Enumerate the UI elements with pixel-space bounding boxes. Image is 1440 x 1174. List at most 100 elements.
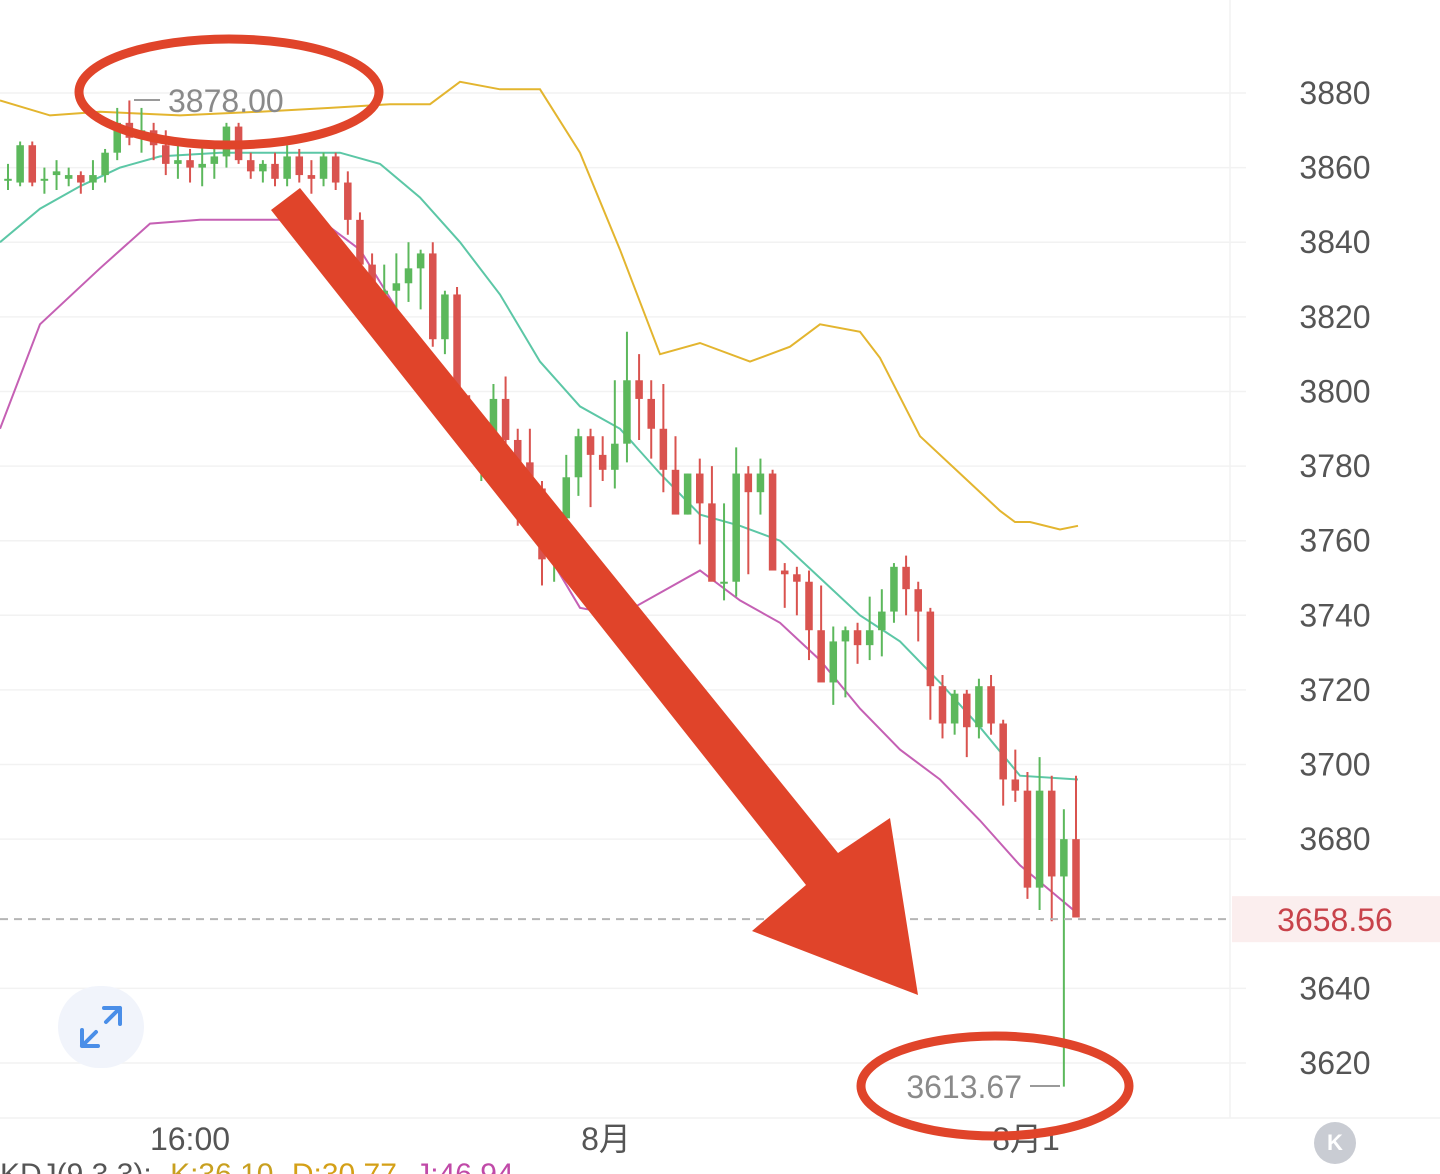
price-tick-label: 3700 xyxy=(1299,747,1370,783)
candle xyxy=(113,107,121,161)
price-tick-label: 3840 xyxy=(1299,224,1370,260)
price-tick-label: 3620 xyxy=(1299,1045,1370,1081)
candle xyxy=(635,354,643,440)
candle xyxy=(647,380,655,459)
time-tick-label: 16:00 xyxy=(150,1121,230,1157)
candle xyxy=(344,171,352,235)
candle xyxy=(4,163,12,190)
candle xyxy=(793,566,801,616)
candle xyxy=(586,428,595,508)
bollinger-bands xyxy=(0,80,1079,915)
price-tick-label: 3680 xyxy=(1299,821,1370,857)
candle xyxy=(829,626,838,705)
candle xyxy=(1047,775,1056,922)
candle xyxy=(914,581,922,642)
candle xyxy=(611,380,619,489)
candle xyxy=(246,152,255,179)
candle xyxy=(780,563,789,608)
candle xyxy=(174,145,182,179)
time-tick-label: 8月 xyxy=(581,1121,631,1157)
candle xyxy=(938,675,947,739)
k-icon: K xyxy=(1327,1130,1343,1155)
candle xyxy=(708,466,716,582)
candle xyxy=(926,607,935,720)
candle xyxy=(865,596,874,661)
bollinger-lower-line xyxy=(0,218,1079,915)
candle xyxy=(902,555,910,616)
kdj-k: K:36.10 xyxy=(170,1158,273,1174)
candle xyxy=(890,563,898,623)
candle xyxy=(963,689,971,758)
candle xyxy=(768,469,777,571)
candle xyxy=(40,167,49,194)
candle xyxy=(950,689,959,735)
bollinger-middle-line xyxy=(0,151,1079,781)
candle xyxy=(720,503,728,601)
candle xyxy=(841,626,850,698)
candle xyxy=(671,436,680,515)
candle xyxy=(198,145,206,187)
kdj-d: D:30.77 xyxy=(292,1158,397,1174)
candle xyxy=(817,585,825,683)
candle xyxy=(283,145,291,187)
grid-lines xyxy=(0,0,1440,1119)
candle xyxy=(28,141,37,187)
candle xyxy=(659,384,668,493)
price-tick-label: 3760 xyxy=(1299,523,1370,559)
candle xyxy=(1035,757,1044,911)
price-tick-label: 3820 xyxy=(1299,299,1370,335)
candle xyxy=(683,473,692,515)
candle xyxy=(878,589,886,657)
kdj-j: J:46.94 xyxy=(415,1158,513,1174)
kline-settings-button[interactable]: K xyxy=(1314,1122,1356,1164)
candle xyxy=(319,152,328,187)
price-axis: 3880 3860 3840 3820 3800 3780 3760 3740 3720 3700… xyxy=(1299,75,1370,1081)
low-circle-annotation xyxy=(856,1031,1134,1141)
expand-icon xyxy=(80,1006,122,1048)
candle xyxy=(52,160,61,190)
last-price-tag xyxy=(1232,896,1440,943)
high-circle-annotation xyxy=(74,34,384,150)
price-tick-label: 3880 xyxy=(1299,75,1370,111)
candle xyxy=(404,242,413,302)
candle xyxy=(987,675,995,735)
candles xyxy=(4,100,1080,1087)
candle xyxy=(623,331,631,463)
down-arrow-annotation xyxy=(271,188,918,995)
low-price-label: 3613.67 xyxy=(906,1069,1022,1105)
price-tick-label: 3780 xyxy=(1299,448,1370,484)
low-marker: 3613.67 xyxy=(906,1069,1060,1105)
candle xyxy=(89,160,97,190)
candle xyxy=(16,141,24,187)
candle xyxy=(271,152,279,187)
candle xyxy=(574,428,583,496)
candle xyxy=(1072,775,1080,918)
candle xyxy=(732,447,740,597)
candle xyxy=(77,171,85,194)
candle xyxy=(210,145,219,179)
candle xyxy=(307,160,316,194)
last-price-label: 3658.56 xyxy=(1277,902,1393,938)
high-price-label: 3878.00 xyxy=(168,83,284,119)
candle xyxy=(805,570,813,661)
price-tick-label: 3800 xyxy=(1299,373,1370,409)
bollinger-upper-line xyxy=(0,80,1079,531)
candle xyxy=(259,160,267,183)
candle xyxy=(295,148,304,183)
candle xyxy=(441,290,449,355)
candle xyxy=(598,436,607,481)
price-tick-label: 3860 xyxy=(1299,150,1370,186)
candle xyxy=(186,148,194,183)
price-tick-label: 3740 xyxy=(1299,597,1370,633)
price-tick-label: 3720 xyxy=(1299,672,1370,708)
candle xyxy=(756,458,765,515)
expand-chart-button[interactable] xyxy=(58,986,144,1068)
candle xyxy=(975,678,983,739)
candle xyxy=(101,148,109,183)
candle xyxy=(1023,772,1032,899)
candle xyxy=(696,458,704,545)
price-tick-label: 3640 xyxy=(1299,970,1370,1006)
candle xyxy=(429,242,437,347)
candle xyxy=(64,167,73,187)
